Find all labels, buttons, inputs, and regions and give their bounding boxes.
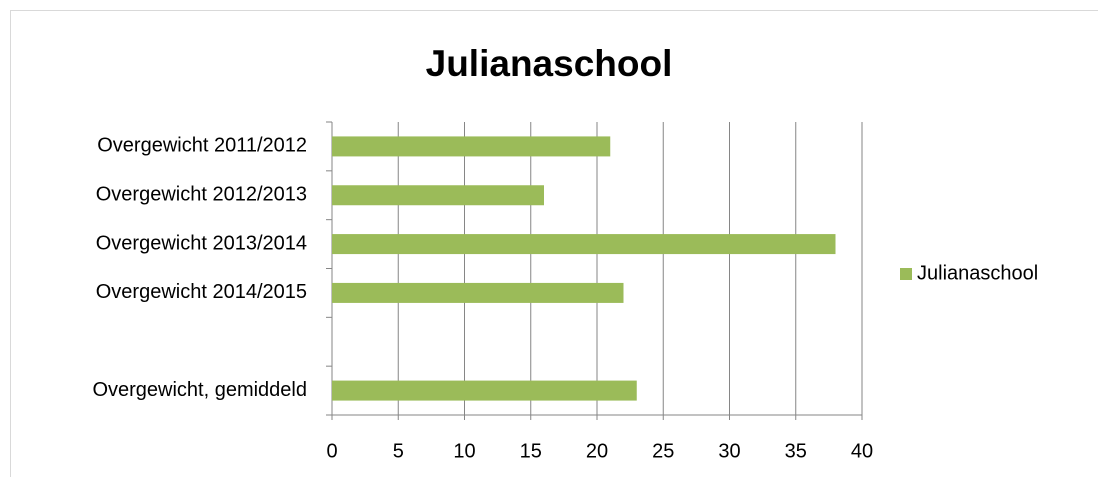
y-tick-label: Overgewicht 2013/2014 (96, 232, 307, 254)
x-tick-label: 0 (326, 440, 337, 462)
bar (332, 234, 836, 255)
chart-title: Julianaschool (426, 43, 673, 84)
x-tick-label: 10 (453, 440, 475, 462)
x-tick-label: 40 (851, 440, 873, 462)
bar (332, 185, 544, 206)
bar (332, 282, 624, 303)
legend-label: Julianaschool (917, 262, 1038, 284)
y-tick-label: Overgewicht 2012/2013 (96, 184, 307, 206)
x-tick-label: 35 (785, 440, 807, 462)
x-tick-label: 25 (652, 440, 674, 462)
x-tick-label: 15 (520, 440, 542, 462)
x-tick-label: 30 (718, 440, 740, 462)
legend-swatch (900, 268, 912, 280)
x-tick-label: 5 (393, 440, 404, 462)
bar (332, 136, 611, 157)
x-tick-label: 20 (586, 440, 608, 462)
y-tick-label: Overgewicht, gemiddeld (92, 379, 307, 401)
y-tick-label: Overgewicht 2011/2012 (97, 135, 307, 157)
chart-frame (10, 10, 1098, 477)
y-tick-label: Overgewicht 2014/2015 (96, 281, 307, 303)
bar (332, 380, 637, 401)
